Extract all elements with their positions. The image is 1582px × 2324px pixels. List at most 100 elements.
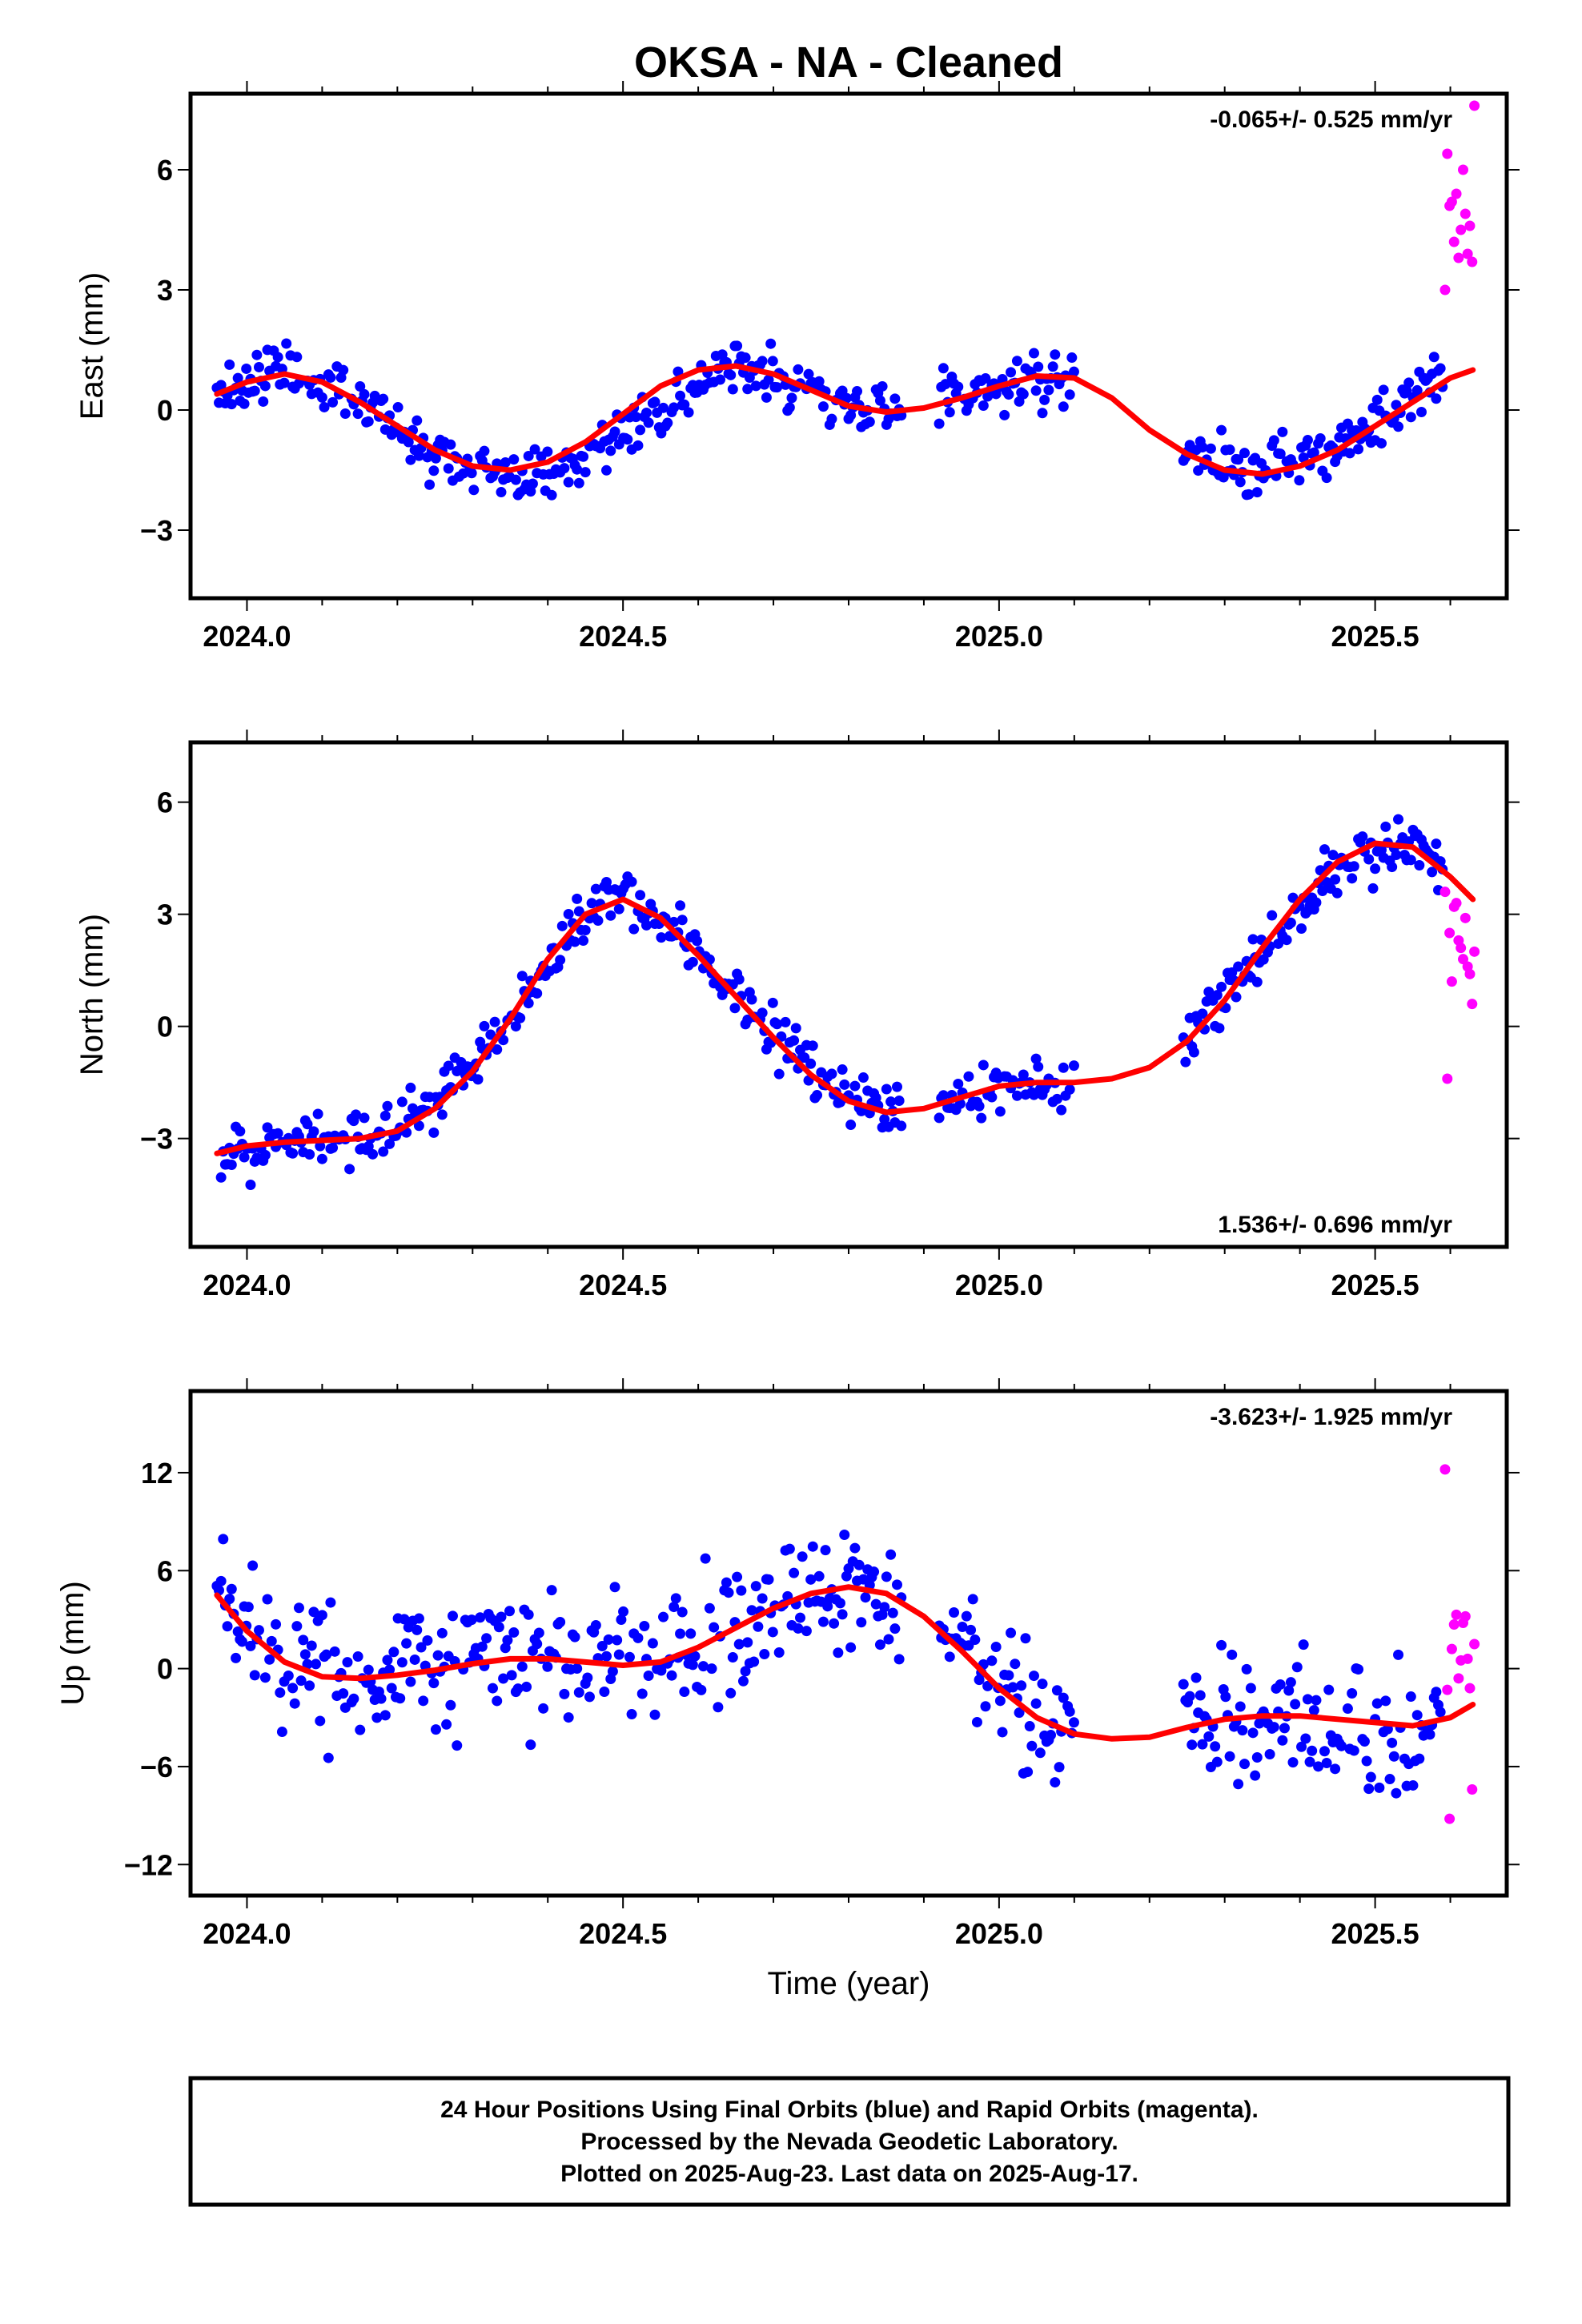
rapid-orbit-point (1446, 976, 1457, 987)
final-orbit-point (424, 479, 436, 490)
final-orbit-point (367, 1148, 379, 1160)
rapid-orbit-point (1451, 898, 1462, 909)
y-tick-label: 6 (157, 1554, 173, 1587)
final-orbit-point (982, 1680, 994, 1691)
final-orbit-point (980, 1701, 991, 1712)
final-orbit-point (1233, 961, 1244, 972)
final-orbit-point (498, 1673, 509, 1684)
rapid-orbit-point (1462, 248, 1473, 259)
final-orbit-point (1250, 1770, 1261, 1781)
y-tick-label: 3 (157, 274, 173, 307)
final-orbit-point (1197, 441, 1208, 452)
final-orbit-point (746, 1605, 757, 1616)
final-orbit-point (662, 417, 673, 428)
final-orbit-point (232, 1626, 243, 1637)
final-orbit-point (891, 1081, 902, 1092)
final-orbit-point (1330, 1763, 1341, 1775)
final-orbit-point (696, 1684, 707, 1695)
final-orbit-point (807, 1541, 818, 1552)
final-orbit-point (1022, 1767, 1034, 1778)
final-orbit-point (1285, 1677, 1296, 1688)
velocity-rate-label: 1.536+/- 0.696 mm/yr (1218, 1212, 1452, 1238)
final-orbit-point (308, 1606, 319, 1618)
final-orbit-point (452, 1740, 463, 1751)
final-orbit-point (704, 1602, 715, 1614)
final-orbit-point (323, 1752, 334, 1763)
final-orbit-point (382, 1655, 393, 1666)
final-orbit-point (1211, 1756, 1223, 1767)
final-orbit-point (772, 1019, 783, 1030)
final-orbit-point (1435, 1707, 1446, 1718)
final-orbit-point (516, 971, 528, 982)
final-orbit-point (1331, 887, 1343, 899)
final-orbit-point (1370, 863, 1381, 875)
final-orbit-point (382, 1100, 393, 1112)
final-orbit-point (325, 1597, 336, 1608)
final-orbit-point (609, 1582, 620, 1593)
final-orbit-point (412, 1624, 423, 1635)
final-orbit-point (1018, 1069, 1029, 1080)
final-orbit-point (632, 1632, 644, 1643)
final-orbit-point (749, 1656, 760, 1667)
final-orbit-point (1311, 897, 1322, 908)
final-orbit-point (1203, 1731, 1215, 1742)
final-orbit-point (1435, 363, 1446, 374)
final-orbit-point (445, 1699, 456, 1711)
x-tick-label: 2025.5 (1331, 1269, 1419, 1301)
y-tick-label: 0 (157, 394, 173, 427)
final-orbit-point (786, 392, 797, 404)
final-orbit-point (432, 1650, 444, 1661)
final-orbit-point (590, 1619, 601, 1630)
final-orbit-point (997, 1727, 1008, 1738)
final-orbit-point (613, 1649, 624, 1660)
final-orbit-point (889, 1623, 901, 1634)
final-orbit-point (727, 384, 738, 395)
final-orbit-point (272, 352, 283, 363)
final-orbit-point (1347, 1688, 1358, 1699)
final-orbit-point (399, 1614, 410, 1625)
final-orbit-point (826, 413, 837, 424)
y-axis-label: East (mm) (74, 272, 110, 420)
final-orbit-point (259, 380, 271, 392)
final-orbit-point (466, 468, 477, 479)
final-orbit-point (1066, 352, 1078, 364)
final-orbit-point (508, 1626, 520, 1638)
final-orbit-point (732, 1571, 743, 1582)
velocity-rate-label: -0.065+/- 0.525 mm/yr (1210, 107, 1452, 133)
final-orbit-point (1342, 1703, 1353, 1715)
final-orbit-point (578, 935, 589, 947)
final-orbit-point (388, 1647, 400, 1658)
rapid-orbit-point (1469, 100, 1480, 111)
final-orbit-point (430, 452, 441, 464)
final-orbit-point (757, 356, 768, 367)
final-orbit-point (428, 465, 440, 476)
final-orbit-point (496, 1611, 507, 1622)
final-orbit-point (795, 1612, 806, 1623)
final-orbit-point (283, 1670, 294, 1681)
final-orbit-point (1363, 1783, 1375, 1795)
final-orbit-point (874, 1639, 885, 1651)
final-orbit-point (687, 956, 698, 967)
final-orbit-point (496, 487, 507, 498)
final-orbit-point (1024, 1721, 1035, 1732)
final-orbit-point (468, 485, 480, 496)
final-orbit-point (1054, 1762, 1065, 1773)
final-orbit-point (849, 1080, 861, 1092)
rapid-orbit-point (1456, 224, 1467, 235)
final-orbit-point (974, 1100, 985, 1112)
final-orbit-point (1033, 361, 1044, 372)
final-orbit-point (978, 400, 989, 411)
final-orbit-point (670, 1593, 681, 1604)
final-orbit-point (1273, 938, 1284, 949)
final-orbit-point (596, 1641, 608, 1652)
final-orbit-point (949, 1606, 960, 1618)
final-orbit-point (1233, 454, 1244, 465)
final-orbit-point (1028, 348, 1039, 359)
final-orbit-point (1237, 1725, 1248, 1736)
final-orbit-point (428, 1127, 440, 1138)
final-orbit-point (563, 476, 574, 488)
final-orbit-point (1294, 475, 1305, 486)
rapid-orbit-points (1439, 100, 1480, 296)
final-orbit-point (857, 1072, 869, 1084)
rapid-orbit-point (1442, 1684, 1453, 1695)
